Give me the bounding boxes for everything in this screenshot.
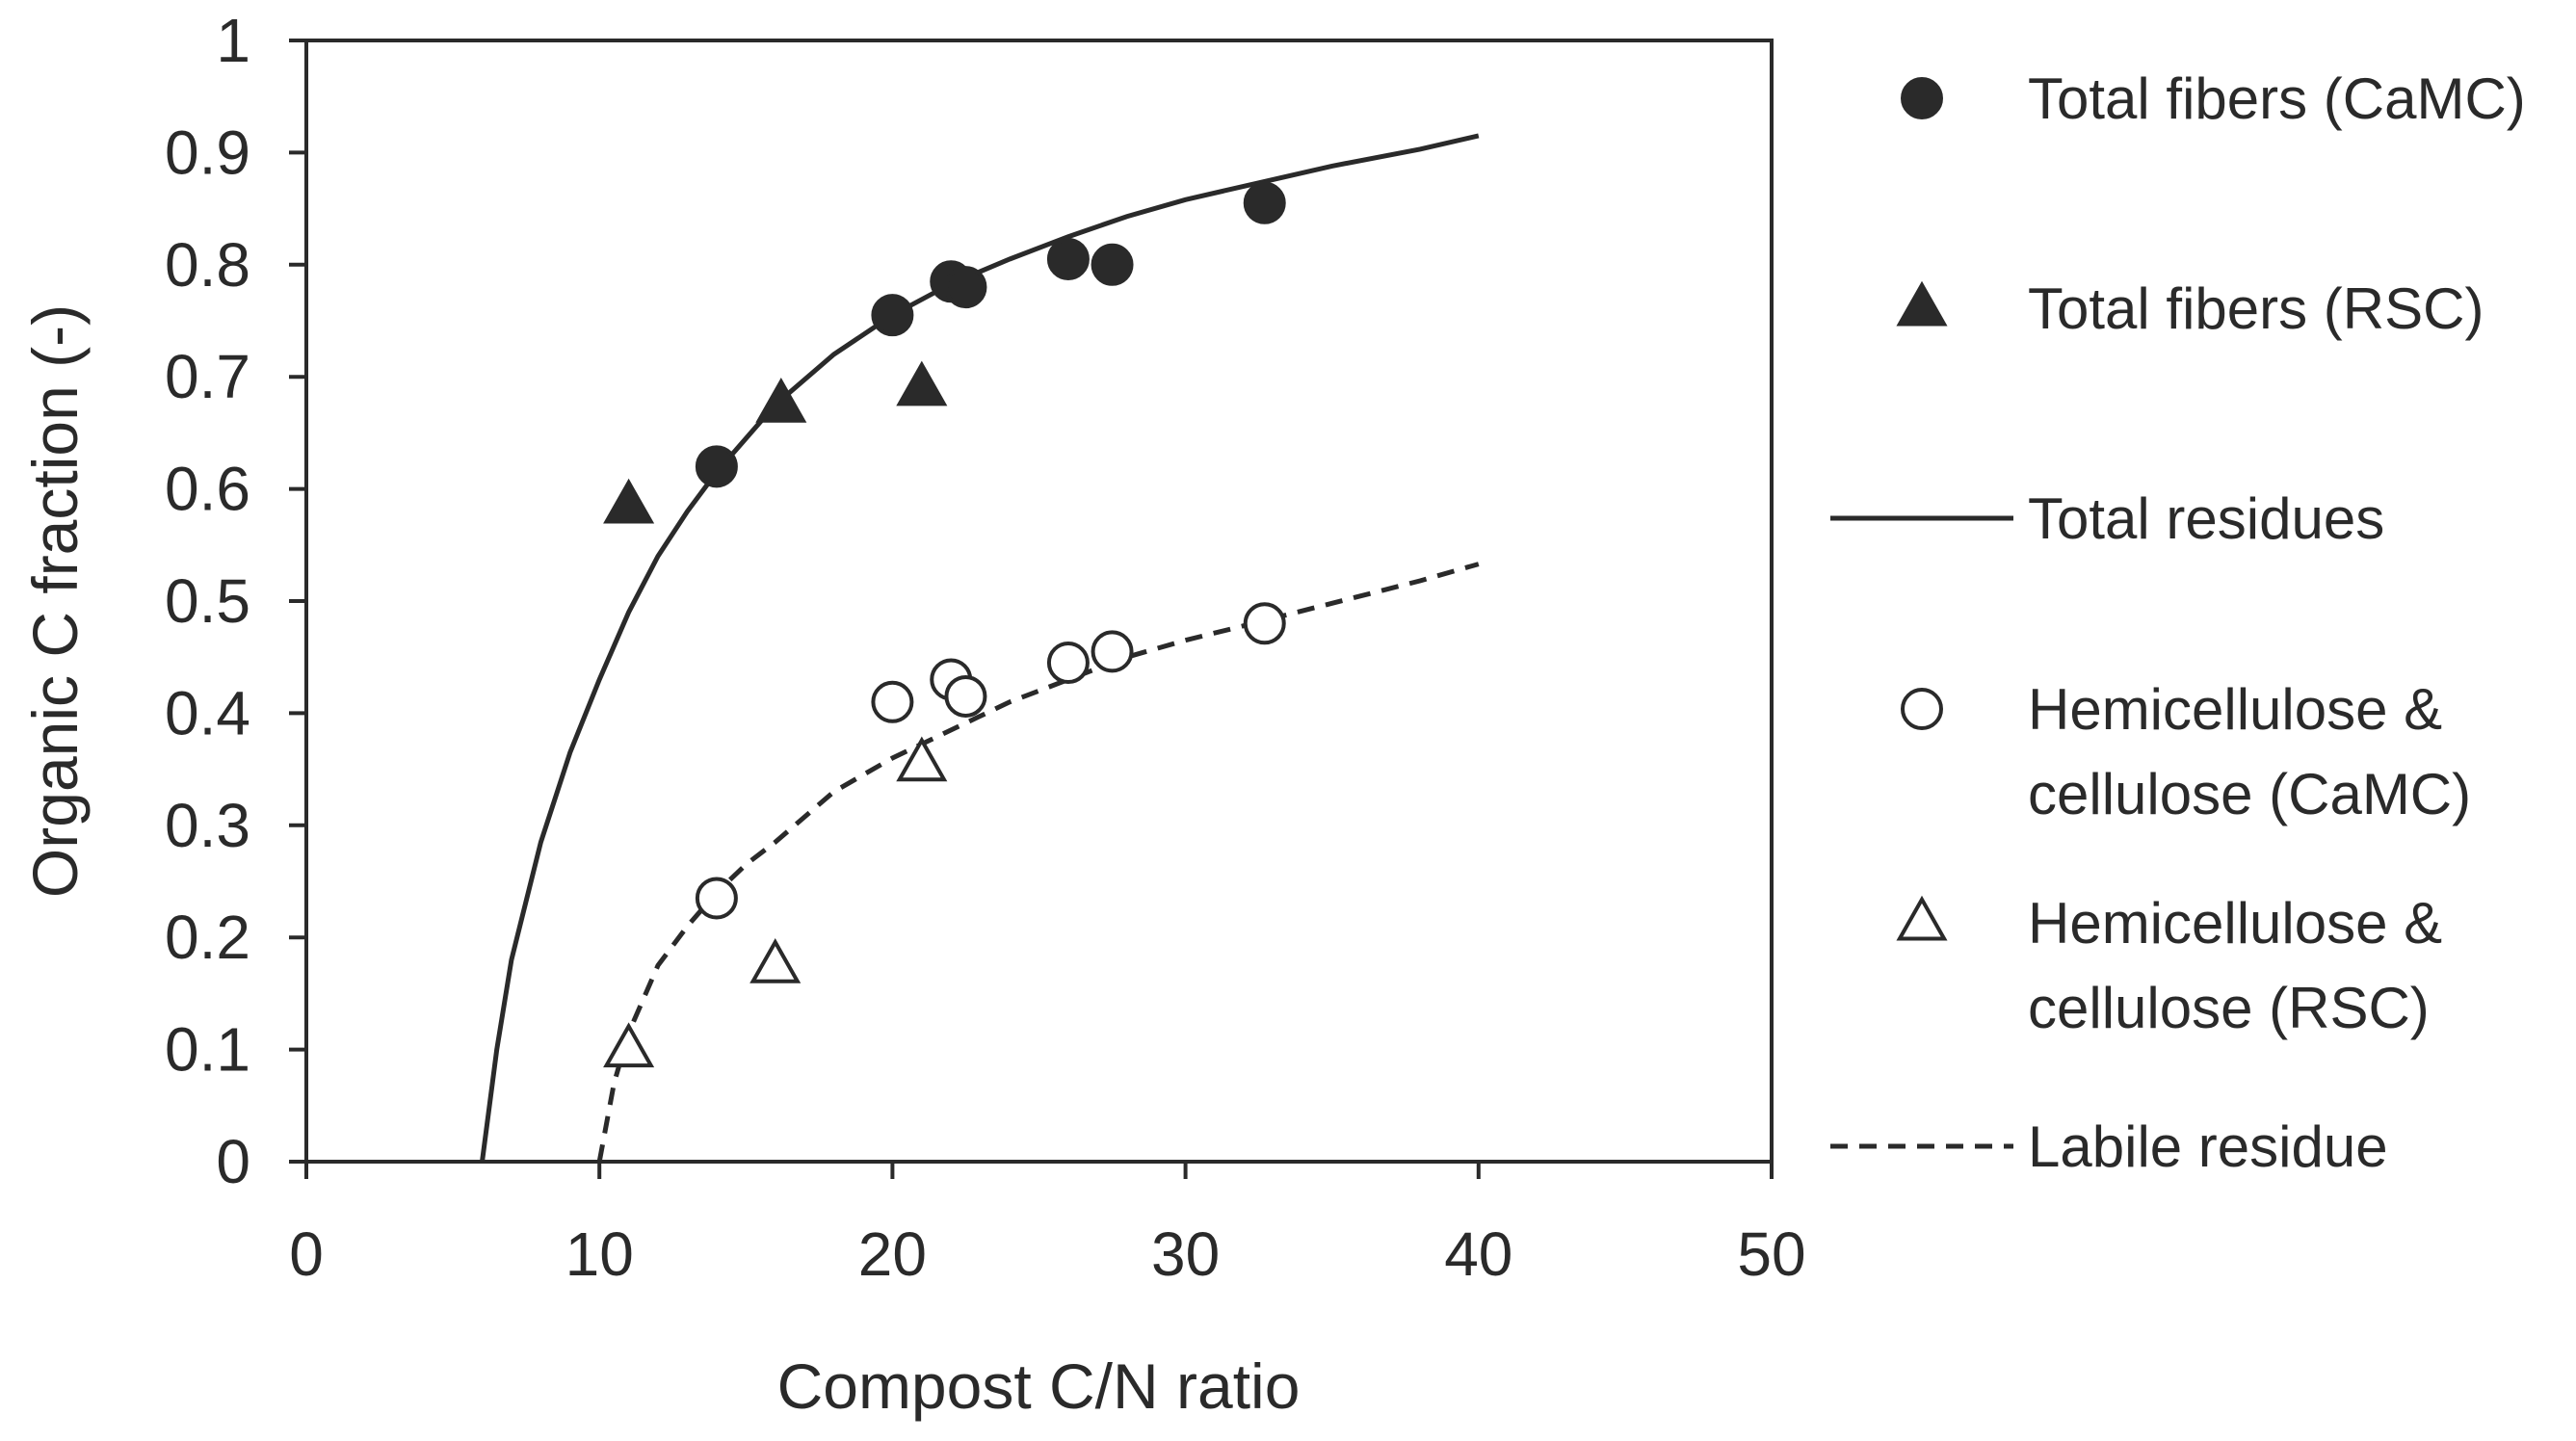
data-point [695,877,738,920]
x-axis-title: Compost C/N ratio [777,1350,1301,1422]
y-tick-label: 0.4 [165,678,250,747]
x-tick-label: 30 [1151,1219,1220,1289]
data-point [755,378,807,423]
y-tick-label: 0.9 [165,118,250,187]
plot-frame [304,39,1774,1164]
x-tick-label: 50 [1737,1219,1805,1289]
data-point [871,294,914,337]
y-tick-label: 0.8 [165,230,250,300]
legend-symbol [1896,280,1948,327]
x-tick-label: 40 [1444,1219,1512,1289]
data-point [603,478,655,524]
x-axis-tick-labels: 0 10 20 30 40 50 [289,1219,1805,1289]
data-point [871,680,914,723]
legend-symbol [1896,895,1948,941]
y-tick-label: 0.5 [165,566,250,636]
data-point [1243,181,1286,224]
total-residues-curve [480,133,1480,1163]
legend-item: Total residues [1830,486,2384,551]
data-point [944,674,987,718]
legend: Total fibers (CaMC) Total fibers (RSC) Tot… [1830,66,2526,1179]
y-tick-label: 1 [216,6,250,75]
data-point [749,938,802,983]
data-point [896,736,948,782]
y-tick-label: 0.6 [165,455,250,524]
legend-item: Hemicellulose & cellulose (CaMC) [1901,677,2471,826]
series-points [603,181,1286,1068]
data-point [1091,243,1134,286]
data-point [1046,642,1090,685]
legend-label: Total fibers (RSC) [2028,276,2484,341]
legend-label: Total residues [2028,486,2384,551]
x-tick-label: 10 [565,1219,634,1289]
legend-label: Labile residue [2028,1114,2388,1179]
data-point [1243,602,1286,645]
data-point [896,360,948,406]
legend-symbol [1901,688,1943,730]
legend-item: Total fibers (CaMC) [1901,66,2526,131]
y-tick-label: 0 [216,1127,250,1196]
data-point [1046,237,1090,280]
labile-residue-curve [596,562,1480,1163]
y-axis-tick-labels: 0 0.1 0.2 0.3 0.4 0.5 0.6 0.7 0.8 0.9 1 [165,6,250,1196]
legend-label: Hemicellulose & [2028,677,2442,742]
y-axis-ticks [289,39,306,1164]
x-axis-ticks [304,1162,1774,1179]
legend-label: Total fibers (CaMC) [2028,66,2526,131]
y-tick-label: 0.3 [165,791,250,860]
data-point [603,1022,655,1068]
legend-label: cellulose (CaMC) [2028,762,2471,826]
y-tick-label: 0.1 [165,1015,250,1085]
legend-label: cellulose (RSC) [2028,976,2430,1040]
legend-label: Hemicellulose & [2028,891,2442,956]
x-tick-label: 0 [289,1219,324,1289]
y-axis-title: Organic C fraction (-) [19,304,91,898]
legend-item: Labile residue [1830,1114,2388,1179]
y-tick-label: 0.7 [165,342,250,411]
legend-item: Total fibers (RSC) [1896,276,2484,341]
data-point [1091,630,1134,673]
y-tick-label: 0.2 [165,903,250,972]
data-point [944,266,987,309]
data-point [695,445,738,488]
legend-symbol [1901,77,1943,119]
x-tick-label: 20 [858,1219,927,1289]
legend-item: Hemicellulose & cellulose (RSC) [1896,891,2442,1040]
